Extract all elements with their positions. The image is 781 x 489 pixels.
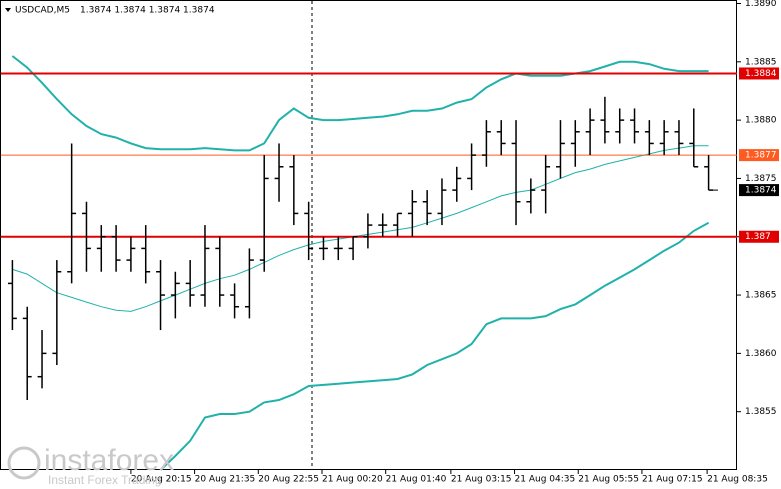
- chart-subtitle: 1.3874 1.3874 1.3874 1.3874: [80, 6, 215, 16]
- y-tick-label: 1.3885: [745, 57, 777, 67]
- band-line: [11, 55, 709, 152]
- x-tick-label: 21 Aug 01:40: [386, 475, 447, 485]
- level-label-box: [739, 230, 779, 243]
- last-price-label: 1.3874: [745, 186, 777, 196]
- x-tick-label: 20 Aug 22:55: [258, 475, 319, 485]
- last-price-box: [739, 184, 779, 197]
- y-tick-label: 1.3865: [745, 291, 777, 301]
- x-tick-label: 21 Aug 04:35: [515, 475, 576, 485]
- y-tick-label: 1.3890: [745, 0, 777, 9]
- y-tick-label: 1.3860: [745, 349, 777, 359]
- x-tick-label: 21 Aug 07:15: [642, 475, 703, 485]
- chart-title: USDCAD,M5: [15, 6, 70, 16]
- level-label-box: [739, 67, 779, 80]
- watermark-logo: [7, 446, 41, 480]
- level-label: 1.387: [745, 232, 771, 242]
- x-tick-label: 20 Aug 21:35: [195, 475, 256, 485]
- x-tick-label: 20 Aug 20:15: [131, 475, 192, 485]
- x-tick-label: 21 Aug 03:15: [451, 475, 512, 485]
- level-label: 1.3884: [745, 69, 777, 79]
- watermark: instaforex Instant Forex Trading: [7, 444, 174, 487]
- level-label-box: [739, 149, 779, 162]
- x-tick-label: 21 Aug 05:55: [578, 475, 639, 485]
- y-tick-label: 1.3880: [745, 116, 777, 126]
- y-tick-label: 1.3855: [745, 407, 777, 417]
- watermark-text: instaforex: [44, 444, 174, 477]
- symbol-arrow: [5, 8, 11, 12]
- watermark-subtext: Instant Forex Trading: [48, 473, 161, 487]
- band-line: [12, 145, 709, 312]
- y-tick-label: 1.3875: [745, 174, 777, 184]
- level-label: 1.3877: [745, 151, 777, 161]
- band-line: [159, 221, 710, 471]
- x-tick-label: 21 Aug 08:35: [707, 475, 768, 485]
- x-tick-label: 21 Aug 00:20: [322, 475, 383, 485]
- plot-frame: [0, 0, 737, 470]
